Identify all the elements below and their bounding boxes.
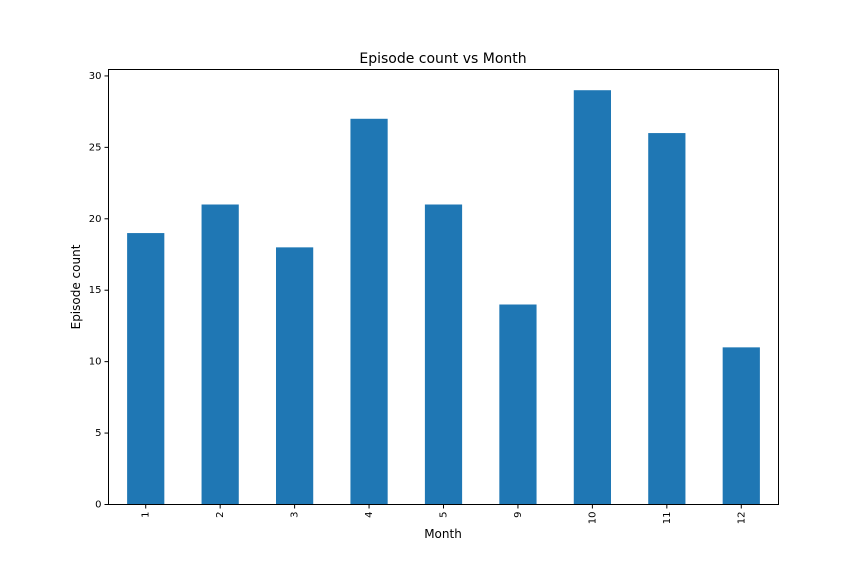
y-tick-label: 30 <box>89 71 102 82</box>
bar-month-4 <box>350 118 388 505</box>
bar-month-3 <box>276 247 314 505</box>
bars-group <box>127 90 760 505</box>
x-tick-label: 11 <box>662 512 673 525</box>
y-tick-label: 25 <box>89 142 102 153</box>
y-tick-label: 5 <box>95 428 101 439</box>
bar-month-1 <box>127 233 165 505</box>
x-axis-label: Month <box>424 527 462 541</box>
x-tick-label: 12 <box>736 512 747 525</box>
x-tick-label: 1 <box>141 512 152 518</box>
x-tick-label: 2 <box>215 512 226 518</box>
y-axis-label: Episode count <box>69 244 83 329</box>
bar-month-2 <box>201 204 239 505</box>
bar-month-11 <box>648 133 686 505</box>
chart-title: Episode count vs Month <box>359 51 526 67</box>
y-axis: 0 5 10 15 20 25 30 <box>89 71 109 511</box>
plot-frame <box>108 69 779 505</box>
x-tick-label: 3 <box>290 512 301 518</box>
y-tick-label: 10 <box>89 357 102 368</box>
x-tick-label: 5 <box>439 512 450 518</box>
bar-month-9 <box>499 304 537 505</box>
x-tick-label: 10 <box>587 512 598 525</box>
bar-month-12 <box>722 347 760 505</box>
x-tick-label: 4 <box>364 512 375 518</box>
y-tick-label: 20 <box>89 214 102 225</box>
y-tick-label: 0 <box>95 500 101 511</box>
y-tick-label: 15 <box>89 285 102 296</box>
x-axis: 1 2 3 4 5 9 10 11 12 <box>141 504 747 525</box>
bar-month-10 <box>573 90 611 505</box>
bar-month-5 <box>424 204 463 505</box>
x-tick-label: 9 <box>513 512 524 518</box>
